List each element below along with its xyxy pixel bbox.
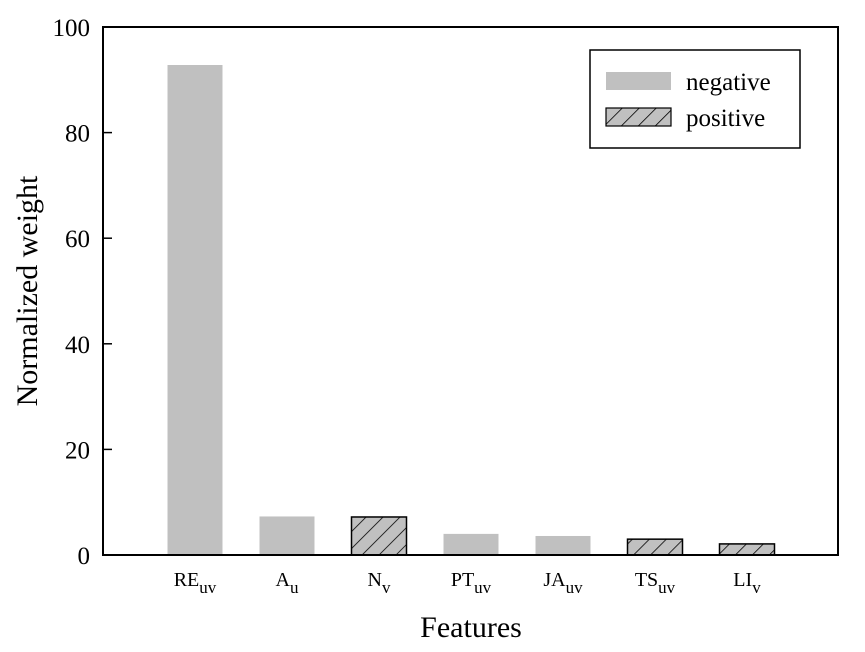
bar-jauv [535, 535, 591, 555]
x-tick-label-subscript: uv [658, 578, 676, 597]
legend-label-positive: positive [686, 105, 765, 132]
y-tick-label: 20 [65, 437, 90, 464]
x-axis-labels: REuv Au Nv PTuv JAuv TSuv LIv [174, 569, 761, 597]
bar-reuv [167, 65, 223, 556]
x-tick-label: Nv [368, 569, 391, 597]
legend-label-negative: negative [686, 69, 771, 96]
x-tick-label-base: RE [174, 569, 200, 591]
x-tick-label-subscript: v [752, 578, 761, 597]
bar-liv [718, 543, 776, 556]
x-tick-label-base: A [276, 569, 291, 591]
y-tick-label: 80 [65, 121, 90, 148]
legend-swatch-negative [606, 72, 671, 90]
x-tick-label: Au [276, 569, 299, 597]
x-tick-label: JAuv [543, 569, 583, 597]
plot-frame [102, 26, 839, 556]
x-tick-label-base: N [368, 569, 382, 591]
x-tick-label-subscript: u [290, 578, 299, 597]
x-tick-label: LIv [733, 569, 761, 597]
y-axis: 0 20 40 60 80 100 [53, 15, 112, 570]
y-tick-label: 60 [65, 226, 90, 253]
legend-swatch-positive [605, 107, 672, 127]
y-tick-label: 40 [65, 332, 90, 359]
x-tick-label: PTuv [451, 569, 492, 597]
x-tick-label-base: TS [635, 569, 658, 591]
bar-ptuv [443, 533, 499, 555]
x-tick-label-base: LI [733, 569, 752, 591]
x-tick-label-base: PT [451, 569, 474, 591]
legend-box [589, 49, 801, 149]
x-tick-label: TSuv [635, 569, 676, 597]
x-tick-label: REuv [174, 569, 217, 597]
x-tick-label-base: JA [543, 569, 566, 591]
x-tick-label-subscript: uv [474, 578, 492, 597]
y-axis-title: Normalized weight [11, 175, 44, 406]
x-axis-title: Features [420, 611, 522, 644]
bar-tsuv [626, 538, 684, 556]
y-tick-label: 0 [78, 543, 91, 570]
x-tick-label-subscript: uv [566, 578, 584, 597]
bar-nv [350, 516, 408, 556]
x-tick-label-subscript: v [382, 578, 391, 597]
bars-group [167, 65, 776, 556]
bar-au [259, 516, 315, 555]
y-tick-label: 100 [53, 15, 91, 42]
legend: negative positive [589, 49, 801, 149]
x-tick-label-subscript: uv [199, 578, 217, 597]
